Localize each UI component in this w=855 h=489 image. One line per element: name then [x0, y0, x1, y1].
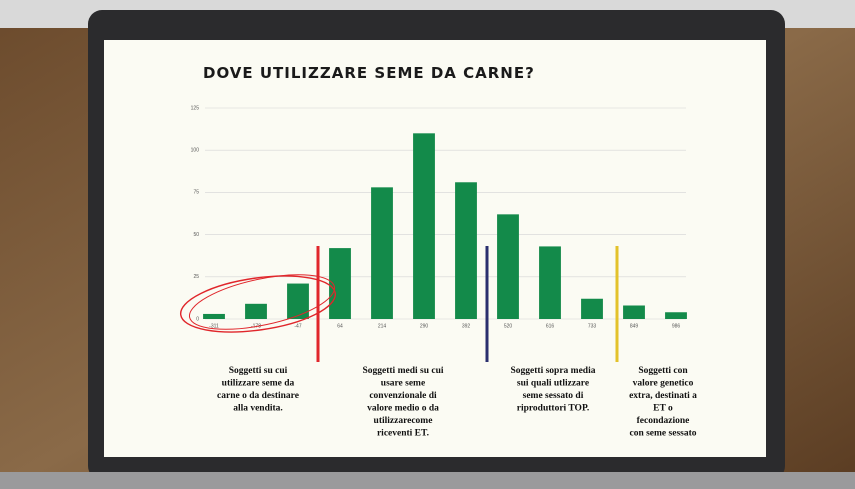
bar: [245, 304, 267, 319]
annotation: Soggetti sopra media: [511, 366, 596, 376]
bar: [665, 312, 687, 319]
annotation: Soggetti medi su cui: [362, 366, 443, 376]
chart-title: DOVE UTILIZZARE SEME DA CARNE?: [203, 64, 535, 82]
annotation: usare seme: [381, 379, 425, 389]
annotation: utilizzare seme da: [222, 379, 295, 389]
annotation: con seme sessato: [629, 429, 696, 439]
x-tick-label: -47: [294, 323, 301, 329]
x-tick-label: 392: [462, 323, 471, 329]
bar: [455, 182, 477, 319]
x-tick-label: 214: [378, 323, 387, 329]
y-tick-label: 0: [196, 316, 199, 322]
bar: [581, 299, 603, 319]
annotation: riceventi ET.: [377, 429, 429, 439]
screenshot: DOVE UTILIZZARE SEME DA CARNE? 0 25 50 75 10…: [0, 0, 855, 489]
y-tick-label: 50: [193, 232, 199, 238]
x-tick-label: 64: [337, 323, 343, 329]
annotation: extra, destinati a: [629, 391, 697, 401]
bar: [329, 248, 351, 319]
bar: [623, 305, 645, 319]
x-tick-label: 849: [630, 323, 639, 329]
y-tick-label: 75: [193, 190, 199, 196]
bar: [371, 187, 393, 319]
annotation: fecondazione: [637, 416, 690, 426]
annotation: valore genetico: [633, 379, 694, 389]
y-tick-label: 25: [193, 274, 199, 280]
annotation: seme sessato di: [523, 391, 584, 401]
annotation: Soggetti su cui: [229, 366, 288, 376]
annotation: utilizzarecome: [374, 416, 433, 426]
bar: [203, 314, 225, 319]
annotation: Soggetti con: [638, 366, 688, 376]
annotation: carne o da destinare: [217, 391, 299, 401]
bar: [539, 246, 561, 319]
annotation: ET o: [653, 404, 673, 414]
x-tick-label: 520: [504, 323, 513, 329]
x-tick-label: 616: [546, 323, 555, 329]
annotation: convenzionale di: [369, 391, 437, 401]
annotation: sui quali utlizzare: [517, 379, 589, 389]
x-tick-label: 733: [588, 323, 597, 329]
x-tick-label: 290: [420, 323, 429, 329]
bar: [287, 284, 309, 319]
y-tick-label: 125: [191, 105, 200, 111]
x-tick-label: 986: [672, 323, 681, 329]
annotation: valore medio o da: [367, 404, 439, 414]
annotation: riproduttori TOP.: [517, 404, 590, 414]
annotation: alla vendita.: [233, 404, 283, 414]
laptop-base: [0, 472, 855, 489]
y-tick-label: 100: [191, 148, 200, 154]
bar: [413, 133, 435, 319]
bar: [497, 214, 519, 319]
